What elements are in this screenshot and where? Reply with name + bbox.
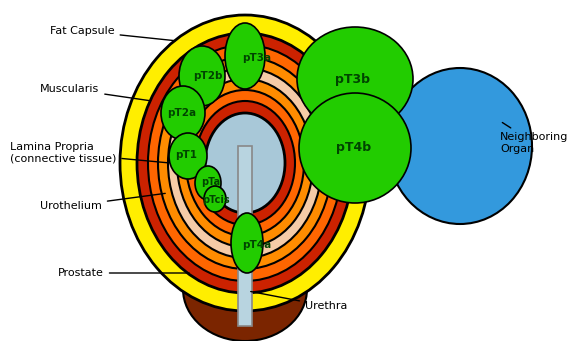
Text: pT1: pT1 xyxy=(175,150,197,160)
Ellipse shape xyxy=(204,186,226,212)
Ellipse shape xyxy=(299,93,411,203)
Text: pT2b: pT2b xyxy=(193,71,223,81)
Text: pT3a: pT3a xyxy=(242,53,272,63)
Ellipse shape xyxy=(186,90,304,236)
Text: pTcis: pTcis xyxy=(202,195,230,205)
Ellipse shape xyxy=(205,113,285,213)
Bar xyxy=(238,146,252,326)
Ellipse shape xyxy=(148,45,342,281)
Text: Urethra: Urethra xyxy=(251,292,347,311)
Text: Urothelium: Urothelium xyxy=(40,193,165,211)
Text: Neighboring
Organ: Neighboring Organ xyxy=(500,122,568,154)
Ellipse shape xyxy=(120,15,370,311)
Text: pTa: pTa xyxy=(201,177,220,187)
Ellipse shape xyxy=(195,166,221,200)
Ellipse shape xyxy=(158,57,332,269)
Ellipse shape xyxy=(177,79,313,247)
Ellipse shape xyxy=(231,213,263,273)
Text: Lamina Propria
(connective tissue): Lamina Propria (connective tissue) xyxy=(10,142,167,164)
Ellipse shape xyxy=(297,27,413,131)
Ellipse shape xyxy=(183,237,307,341)
Ellipse shape xyxy=(225,23,265,89)
Text: pT4a: pT4a xyxy=(242,240,272,250)
Ellipse shape xyxy=(168,68,322,258)
Ellipse shape xyxy=(388,68,532,224)
Text: Muscularis: Muscularis xyxy=(40,84,149,101)
Text: pT2a: pT2a xyxy=(168,108,196,118)
Text: Fat Capsule: Fat Capsule xyxy=(50,26,175,41)
Ellipse shape xyxy=(179,46,225,106)
Ellipse shape xyxy=(195,101,295,225)
Text: Prostate: Prostate xyxy=(58,268,189,278)
Ellipse shape xyxy=(137,33,353,293)
Ellipse shape xyxy=(169,133,207,179)
Ellipse shape xyxy=(161,86,205,140)
Text: pT4b: pT4b xyxy=(336,142,371,154)
Text: pT3b: pT3b xyxy=(335,73,370,86)
